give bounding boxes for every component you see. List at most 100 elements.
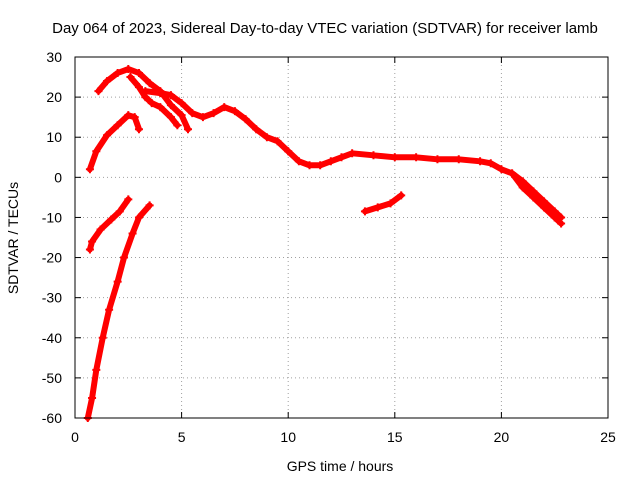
data-point (476, 157, 485, 166)
data-point (102, 131, 111, 140)
y-tick-label: 20 (46, 89, 62, 105)
data-point (85, 165, 94, 174)
series-descending-tail (508, 169, 566, 228)
data-point (220, 103, 229, 112)
y-tick-label: 30 (46, 49, 62, 65)
data-point (145, 79, 154, 88)
y-tick-label: -40 (42, 330, 62, 346)
y-tick-label: 0 (54, 169, 62, 185)
x-tick-label: 0 (71, 429, 79, 445)
data-point (88, 393, 97, 402)
series-upper-arc (94, 65, 192, 134)
data-point (454, 155, 463, 164)
series-band (84, 202, 153, 421)
data-point (390, 153, 399, 162)
series-deep-arc (83, 201, 154, 422)
data-point (360, 207, 369, 216)
data-point (156, 87, 165, 96)
y-tick-label: -30 (42, 290, 62, 306)
x-tick-label: 15 (387, 429, 403, 445)
data-point (188, 109, 197, 118)
y-tick-label: -50 (42, 370, 62, 386)
data-point (373, 203, 382, 212)
data-point (198, 113, 207, 122)
data-point (305, 161, 314, 170)
data-point (497, 165, 506, 174)
x-tick-label: 20 (494, 429, 510, 445)
data-point (284, 147, 293, 156)
data-point (518, 183, 527, 192)
axis-ticks: 0 5 10 15 20 25 30 20 10 0 -10 -20 -30 -40 -50 -60 (42, 49, 616, 445)
data-point (166, 113, 175, 122)
y-tick-label: -60 (42, 410, 62, 426)
data-point (85, 245, 94, 254)
y-axis-label: SDTVAR / TECUs (5, 182, 21, 294)
data-point (386, 199, 395, 208)
data-point (412, 153, 421, 162)
data-point (557, 219, 566, 228)
data-point (141, 93, 150, 102)
data-point (107, 215, 116, 224)
data-point (183, 125, 192, 134)
data-point (113, 69, 122, 78)
data-point (550, 213, 559, 222)
series-mid-arc (85, 111, 143, 174)
data-point (94, 87, 103, 96)
data-point (262, 133, 271, 142)
data-point (92, 147, 101, 156)
data-point (173, 121, 182, 130)
series-band (142, 88, 565, 221)
data-point (433, 155, 442, 164)
data-point (113, 277, 122, 286)
data-point (102, 77, 111, 86)
series-band (362, 192, 405, 215)
data-point (486, 159, 495, 168)
data-point (96, 225, 105, 234)
x-tick-label: 5 (178, 429, 186, 445)
data-point (209, 109, 218, 118)
data-point (145, 201, 154, 210)
x-tick-label: 10 (280, 429, 296, 445)
data-point (134, 69, 143, 78)
data-point (316, 161, 325, 170)
series-isolated-segment (360, 191, 406, 216)
data-point (134, 213, 143, 222)
data-point (177, 111, 186, 120)
data-point (134, 83, 143, 92)
y-tick-label: -20 (42, 250, 62, 266)
data-point (113, 121, 122, 130)
data-point (273, 137, 282, 146)
plot-frame (74, 56, 609, 419)
data-point (128, 229, 137, 238)
data-point (126, 73, 135, 82)
series-upper-arc-branch (126, 73, 182, 130)
data-point (147, 99, 156, 108)
data-point (124, 65, 133, 74)
data-point (294, 157, 303, 166)
data-point (326, 157, 335, 166)
series-band (95, 66, 191, 133)
series-band (86, 112, 142, 173)
data-point (241, 115, 250, 124)
y-tick-label: 10 (46, 129, 62, 145)
data-point (529, 193, 538, 202)
data-point (98, 333, 107, 342)
series-lower-left-arc (85, 195, 133, 254)
data-point (252, 125, 261, 134)
data-point (540, 203, 549, 212)
data-point (397, 191, 406, 200)
data-point (124, 195, 133, 204)
data-series (83, 65, 566, 422)
data-point (105, 305, 114, 314)
data-point (348, 149, 357, 158)
y-tick-label: -10 (42, 209, 62, 225)
data-point (92, 365, 101, 374)
data-point (115, 207, 124, 216)
data-point (134, 125, 143, 134)
data-point (156, 103, 165, 112)
x-axis-label: GPS time / hours (287, 458, 394, 474)
chart-title: Day 064 of 2023, Sidereal Day-to-day VTE… (52, 20, 598, 37)
grid-lines (75, 57, 608, 418)
data-point (177, 99, 186, 108)
